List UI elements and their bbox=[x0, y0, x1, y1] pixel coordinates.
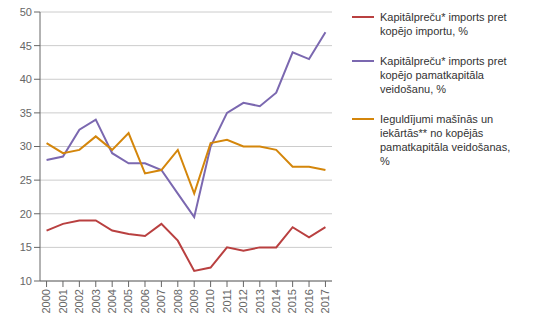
svg-text:2008: 2008 bbox=[172, 289, 184, 313]
svg-text:2006: 2006 bbox=[139, 289, 151, 313]
svg-text:2009: 2009 bbox=[188, 289, 200, 313]
svg-text:2000: 2000 bbox=[40, 289, 52, 313]
svg-text:2013: 2013 bbox=[254, 289, 266, 313]
svg-text:15: 15 bbox=[20, 241, 32, 253]
svg-text:2001: 2001 bbox=[57, 289, 69, 313]
svg-text:2002: 2002 bbox=[73, 289, 85, 313]
svg-text:2012: 2012 bbox=[237, 289, 249, 313]
svg-text:2004: 2004 bbox=[106, 289, 118, 313]
svg-text:10: 10 bbox=[20, 275, 32, 287]
svg-text:2010: 2010 bbox=[204, 289, 216, 313]
html-text:iekārtās** no kopējās: iekārtās** no kopējās bbox=[380, 127, 484, 139]
html-text:Ieguldījumi mašīnās un: Ieguldījumi mašīnās un bbox=[380, 113, 494, 125]
html-text:Kapitālpreču* imports pret: Kapitālpreču* imports pret bbox=[380, 11, 507, 23]
svg-text:2005: 2005 bbox=[122, 289, 134, 313]
html-text:pamatkapitāla veidošanas,: pamatkapitāla veidošanas, bbox=[380, 141, 511, 153]
svg-text:2016: 2016 bbox=[303, 289, 315, 313]
svg-text:2011: 2011 bbox=[221, 289, 233, 313]
svg-text:20: 20 bbox=[20, 208, 32, 220]
html-text:kopējo importu, %: kopējo importu, % bbox=[380, 25, 468, 37]
svg-text:25: 25 bbox=[20, 174, 32, 186]
svg-text:40: 40 bbox=[20, 73, 32, 85]
html-text:Kapitālpreču* imports pret: Kapitālpreču* imports pret bbox=[380, 55, 507, 67]
svg-text:2014: 2014 bbox=[270, 289, 282, 313]
svg-text:50: 50 bbox=[20, 6, 32, 18]
svg-text:2017: 2017 bbox=[319, 289, 331, 313]
svg-text:2015: 2015 bbox=[286, 289, 298, 313]
svg-text:45: 45 bbox=[20, 40, 32, 52]
svg-text:35: 35 bbox=[20, 107, 32, 119]
html-text:veidošanu, %: veidošanu, % bbox=[380, 83, 446, 95]
svg-text:30: 30 bbox=[20, 140, 32, 152]
html-text:kopējo pamatkapitāla: kopējo pamatkapitāla bbox=[380, 69, 484, 81]
svg-text:2003: 2003 bbox=[90, 289, 102, 313]
svg-text:2007: 2007 bbox=[155, 289, 167, 313]
